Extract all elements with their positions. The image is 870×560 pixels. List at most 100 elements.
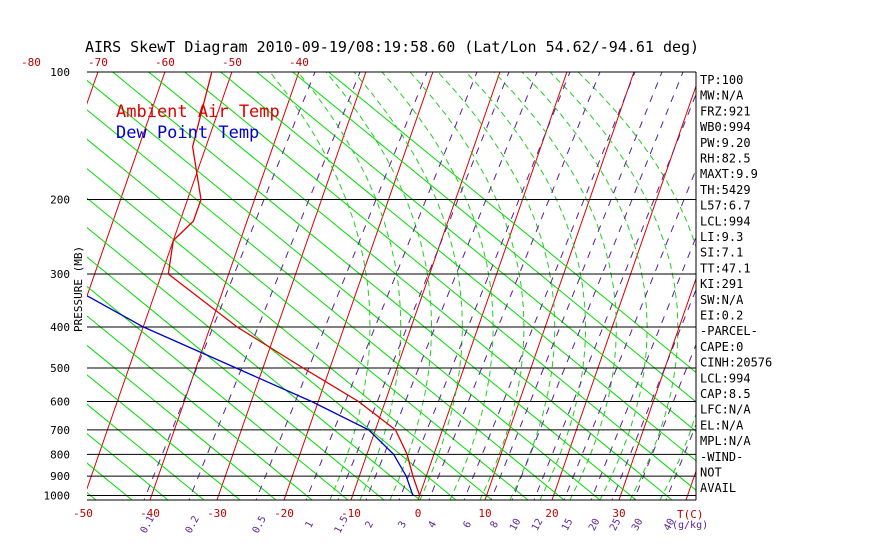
mixing-ratio-line (365, 72, 538, 500)
stability-index-entry: CAP:8.5 (700, 387, 751, 401)
pressure-tick-label: 500 (50, 362, 70, 375)
dry-adiabat-line (87, 138, 529, 500)
top-temp-tick-label: -50 (222, 56, 242, 69)
sounding-profiles (87, 72, 421, 496)
pressure-tick-label: 100 (50, 66, 70, 79)
moist-adiabat-line (325, 72, 433, 500)
mixing-ratio-label: 2 (364, 520, 377, 530)
stability-index-entry: WB0:994 (700, 120, 751, 134)
stability-index-entry: -WIND- (700, 450, 743, 464)
pressure-tick-label: 1000 (44, 489, 71, 502)
bottom-temp-tick-label: 20 (545, 507, 558, 520)
moist-adiabat-line (409, 72, 525, 500)
bottom-temp-tick-label: 10 (478, 507, 491, 520)
pressure-tick-label: 400 (50, 321, 70, 334)
top-temp-tick-label: -60 (155, 56, 175, 69)
dry-adiabat-line (0, 42, 24, 500)
mixing-ratio-label: 40 (662, 517, 677, 533)
moist-adiabat-line (465, 72, 587, 500)
mixing-ratio-label: 4 (427, 520, 440, 530)
ambient-air-temp-line (167, 72, 421, 496)
isotherm-line (87, 72, 166, 298)
isobar-lines (87, 71, 696, 496)
dry-adiabat-line (87, 227, 421, 500)
stability-index-entry: MAXT:9.9 (700, 167, 758, 181)
bottom-temp-tick-label: -30 (207, 507, 227, 520)
isotherm-line (149, 72, 300, 500)
isotherm-line (618, 277, 696, 500)
axes (87, 72, 697, 501)
stability-index-entry: L57:6.7 (700, 199, 751, 213)
bottom-temp-tick-label: -40 (140, 507, 160, 520)
bottom-temp-tick-labels: -50 -40 -30 -20 -10 0 10 20 30 (73, 507, 626, 520)
stability-index-entry: FRZ:921 (700, 104, 751, 118)
stability-index-entry: EL:N/A (700, 418, 744, 432)
mixing-ratio-line (428, 72, 601, 500)
dry-adiabat-line (87, 374, 241, 500)
dry-adiabat-line (147, 72, 673, 500)
stability-index-entry: TH:5429 (700, 183, 751, 197)
legend-ambient-air-temp: Ambient Air Temp (116, 102, 280, 122)
mixing-ratio-unit: (g/kg) (672, 520, 708, 531)
mixing-ratio-label: 20 (587, 517, 602, 533)
dry-adiabat-line (87, 109, 565, 500)
dry-adiabat-line (87, 315, 313, 500)
isotherm-line (820, 72, 870, 500)
dry-adiabat-line (87, 197, 457, 500)
dry-adiabat-line (87, 403, 205, 500)
bottom-temp-tick-label: 30 (612, 507, 625, 520)
pressure-tick-label: 300 (50, 268, 70, 281)
isotherm-line (417, 72, 568, 500)
y-axis-label: PRESSURE (MB) (72, 246, 85, 332)
stability-index-entry: LCL:994 (700, 214, 751, 228)
top-temp-tick-label: -40 (289, 56, 309, 69)
pressure-tick-label: 200 (50, 193, 70, 206)
moist-adiabat-line (381, 72, 494, 500)
dry-adiabat-line (87, 256, 385, 500)
moist-adiabat-line (521, 72, 648, 500)
pressure-tick-label: 900 (50, 470, 70, 483)
stability-index-entry: PW:9.20 (700, 136, 751, 150)
bottom-temp-tick-label: -20 (274, 507, 294, 520)
mixing-ratio-line (463, 72, 636, 500)
dry-adiabat-line (87, 79, 601, 500)
mixing-ratio-label: 8 (489, 520, 502, 530)
moist-adiabat-line (577, 72, 696, 500)
top-temp-tick-label: -70 (88, 56, 108, 69)
moist-adiabat-line (493, 72, 617, 500)
stability-index-entry: MPL:N/A (700, 434, 751, 448)
stability-index-entry: SW:N/A (700, 293, 744, 307)
mixing-ratio-label: 12 (530, 517, 545, 533)
stability-index-entry: TP:100 (700, 73, 743, 87)
mixing-ratio-label: 10 (508, 517, 523, 533)
mixing-ratio-line (255, 72, 428, 500)
stability-index-entry: -PARCEL- (700, 324, 758, 338)
mixing-ratio-label: 3 (397, 520, 410, 530)
isotherm-line (216, 72, 367, 500)
dew-point-temp-line (87, 295, 414, 496)
mixing-ratio-line (337, 72, 510, 500)
pressure-tick-label: 700 (50, 424, 70, 437)
isotherm-line (87, 72, 233, 491)
dry-adiabat-line (87, 168, 493, 500)
bottom-temp-tick-label: -50 (73, 507, 93, 520)
stability-index-entry: CAPE:0 (700, 340, 743, 354)
bottom-temp-tick-label: -10 (341, 507, 361, 520)
legend-dew-point-temp: Dew Point Temp (116, 123, 259, 143)
stability-index-entry: NOT (700, 466, 722, 480)
mixing-ratio-label: 15 (560, 517, 575, 533)
stability-index-entry: KI:291 (700, 277, 743, 291)
dry-adiabat-line (327, 72, 696, 374)
x-axis-label: T(C) (677, 508, 704, 521)
stability-index-entry: SI:7.1 (700, 246, 743, 260)
mixing-ratio-line (305, 72, 478, 500)
dry-adiabat-line (291, 72, 696, 403)
dry-adiabat-line (219, 72, 696, 462)
isotherm-line (283, 72, 434, 500)
moist-adiabat-line (549, 72, 679, 500)
grid-lines (0, 42, 870, 500)
isotherm-line (350, 72, 501, 500)
pressure-tick-label: 800 (50, 448, 70, 461)
chart-title: AIRS SkewT Diagram 2010-09-19/08:19:58.6… (85, 38, 699, 56)
isotherm-line (753, 72, 870, 500)
